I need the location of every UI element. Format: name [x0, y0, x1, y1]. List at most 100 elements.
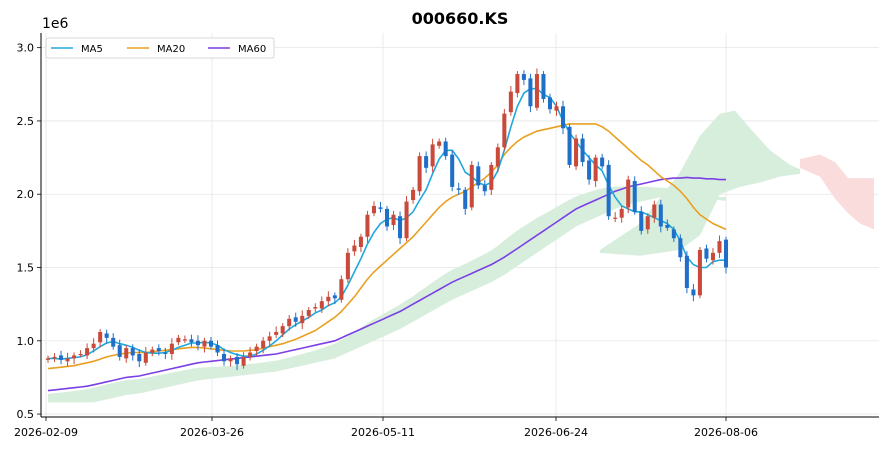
y-tick-label: 2.0	[17, 188, 35, 201]
candle-body	[632, 181, 637, 212]
candle-body	[489, 164, 494, 190]
candle-body	[98, 331, 103, 343]
candle-body	[111, 337, 116, 347]
y-tick-label: 0.5	[17, 408, 35, 421]
ichimoku-cloud	[48, 110, 874, 403]
candle-body	[639, 211, 644, 231]
candle-body	[541, 74, 546, 99]
candle-body	[306, 310, 311, 316]
candle-body	[65, 358, 70, 362]
axes: 0.5 1.0 1.5 2.0 2.5 3.0 2026-02-09 2026-03-26 20…	[14, 33, 879, 439]
candle-body	[274, 331, 279, 335]
candle-body	[235, 356, 240, 365]
candle-body	[717, 241, 722, 253]
candle-body	[567, 126, 572, 165]
candle-body	[85, 348, 90, 356]
candle-body	[345, 252, 350, 280]
candle-body	[587, 160, 592, 180]
candle-body	[156, 348, 161, 352]
legend-label: MA5	[81, 44, 103, 55]
candle-body	[195, 340, 200, 346]
candle-body	[456, 188, 461, 190]
candle-body	[202, 340, 207, 347]
candle-body	[358, 236, 363, 247]
candle-body	[150, 349, 155, 353]
candle-body	[254, 346, 259, 352]
candle-body	[502, 113, 507, 148]
candle-body	[482, 185, 487, 192]
cloud-bullish-future	[600, 110, 800, 256]
candle-body	[626, 179, 631, 208]
candle-body	[228, 358, 233, 362]
chart-title: 000660.KS	[412, 9, 509, 28]
candle-body	[710, 252, 715, 261]
candle-body	[619, 208, 624, 218]
candle-body	[723, 239, 729, 268]
candle-body	[300, 315, 305, 324]
candle-body	[600, 157, 605, 167]
candle-body	[547, 97, 553, 110]
candle-body	[606, 164, 611, 217]
candle-body	[163, 352, 168, 354]
x-tick-label: 2026-05-11	[351, 426, 415, 439]
candle-body	[391, 214, 396, 225]
candle-body	[658, 204, 663, 227]
candle-body	[463, 189, 468, 209]
candle-body	[143, 352, 148, 363]
x-tick-label: 2026-03-26	[180, 426, 244, 439]
y-offset-label: 1e6	[42, 16, 69, 32]
ma20-line	[47, 123, 727, 370]
candle-body	[52, 356, 57, 359]
candle-body	[404, 201, 409, 239]
y-tick-label: 2.5	[17, 115, 35, 128]
candle-body	[613, 217, 618, 219]
x-tick-label: 2026-06-24	[524, 426, 588, 439]
candle-body	[72, 355, 77, 359]
candle-body	[554, 106, 559, 111]
candle-body	[384, 208, 390, 227]
candle-body	[137, 353, 142, 362]
candle-body	[645, 216, 650, 230]
x-tick-label: 2026-02-09	[14, 426, 78, 439]
candle-body	[241, 356, 246, 366]
candle-body	[91, 343, 96, 349]
candle-body	[437, 141, 442, 146]
candle-body	[378, 207, 383, 209]
candle-body	[417, 156, 422, 192]
candle-body	[443, 141, 448, 157]
candle-body	[671, 229, 676, 239]
candle-body	[398, 216, 403, 239]
candle-body	[169, 343, 174, 354]
candle-body	[508, 91, 513, 113]
candle-body	[208, 340, 214, 347]
candle-body	[326, 296, 331, 302]
candle-body	[476, 166, 481, 186]
candle-body	[248, 352, 253, 357]
candle-body	[261, 340, 266, 349]
candle-body	[130, 348, 135, 356]
candle-body	[45, 358, 51, 360]
candle-body	[280, 326, 285, 334]
candle-body	[78, 353, 83, 356]
y-tick-label: 3.0	[17, 42, 35, 55]
candle-body	[124, 348, 129, 359]
candle-body	[365, 214, 370, 237]
candle-body	[652, 204, 657, 218]
candle-body	[287, 318, 292, 327]
candle-body	[104, 333, 109, 338]
candle-body	[176, 337, 181, 343]
legend-box	[45, 37, 275, 59]
candle-body	[580, 138, 585, 162]
candle-body	[515, 74, 520, 94]
y-tick-label: 1.5	[17, 262, 35, 275]
candle-body	[221, 353, 227, 362]
legend-label: MA60	[238, 44, 266, 55]
legend-label: MA20	[157, 44, 185, 55]
candle-body	[684, 255, 689, 289]
candle-body	[117, 345, 122, 357]
candle-body	[430, 144, 435, 167]
candle-body	[704, 248, 709, 259]
candle-body	[593, 157, 598, 182]
candle-body	[293, 317, 298, 322]
